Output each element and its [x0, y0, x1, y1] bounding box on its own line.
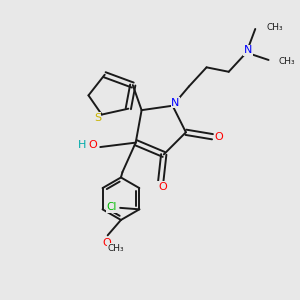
Text: O: O — [102, 238, 111, 248]
Text: H: H — [78, 140, 86, 150]
Text: CH₃: CH₃ — [108, 244, 124, 253]
Text: O: O — [88, 140, 97, 150]
Text: N: N — [171, 98, 180, 108]
Text: CH₃: CH₃ — [266, 23, 283, 32]
Text: O: O — [158, 182, 167, 192]
Text: O: O — [214, 132, 223, 142]
Text: S: S — [94, 112, 101, 122]
Text: CH₃: CH₃ — [279, 57, 296, 66]
Text: Cl: Cl — [107, 202, 117, 212]
Text: N: N — [244, 45, 252, 55]
